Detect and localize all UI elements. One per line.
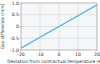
x-grid — [78, 3, 79, 50]
x-grid — [21, 3, 22, 50]
y-tick — [20, 26, 22, 27]
x-grid — [40, 3, 41, 50]
x-tick-label: 10 — [75, 52, 81, 57]
x-grid — [97, 3, 98, 50]
plot-frame — [21, 3, 97, 50]
chart: -1.0-0.500.51.0-20-1001020Deviation from… — [0, 0, 100, 64]
x-tick-label: -10 — [36, 52, 44, 57]
y-axis-label: Gap difference (mm) — [0, 3, 5, 49]
y-tick-label: 0.5 — [12, 12, 19, 17]
series-line — [21, 5, 97, 48]
y-tick-label: -0.5 — [10, 36, 19, 41]
x-tick-label: 0 — [58, 52, 61, 57]
y-tick — [20, 50, 22, 51]
x-tick-label: 20 — [94, 52, 100, 57]
x-tick-label: -20 — [17, 52, 25, 57]
y-tick — [20, 3, 22, 4]
y-tick — [20, 38, 22, 39]
y-tick-label: 1.0 — [12, 1, 19, 6]
marks — [21, 5, 97, 48]
chart-svg: -1.0-0.500.51.0-20-1001020Deviation from… — [0, 0, 100, 64]
y-tick — [20, 14, 22, 15]
y-tick-label: 0 — [16, 24, 19, 29]
x-axis-label: Deviation from contractual temperature (… — [7, 59, 100, 64]
